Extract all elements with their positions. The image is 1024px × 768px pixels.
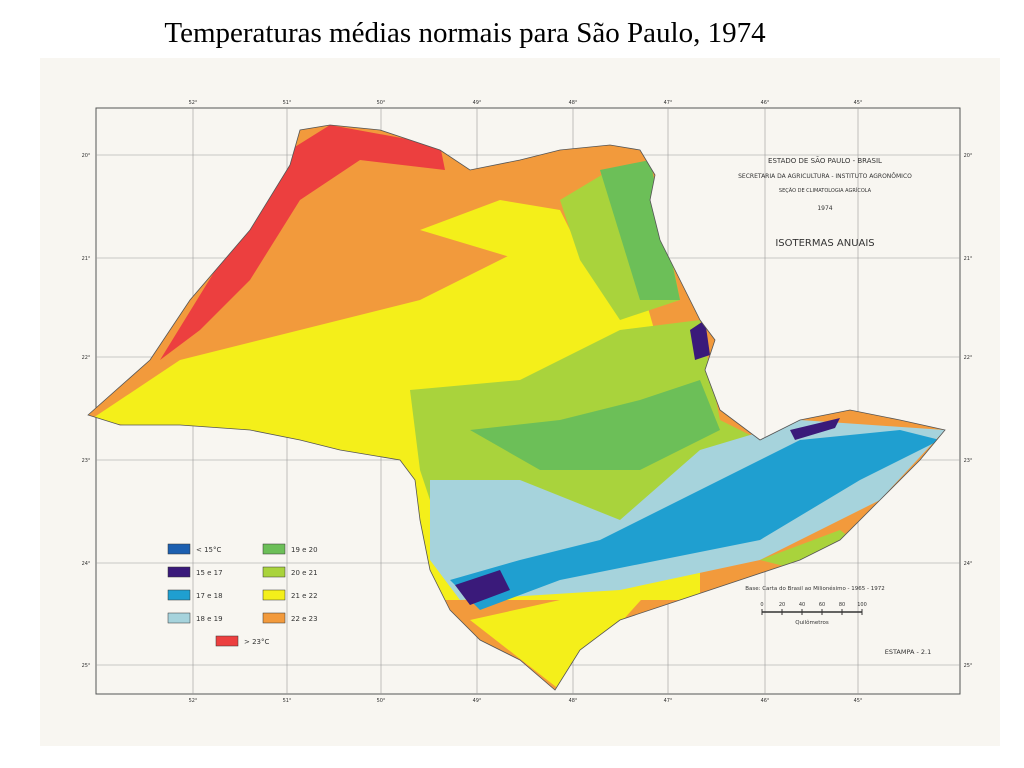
legend-label: 18 e 19 [196,615,223,623]
legend-label: < 15°C [196,546,221,554]
longitude-label: 50° [377,100,386,106]
map-header: ESTADO DE SÃO PAULO - BRASIL SECRETARIA … [738,156,912,249]
legend-swatch [262,612,286,624]
longitude-label: 46° [761,698,770,704]
longitude-label: 49° [473,100,482,106]
coordinate-labels: 52° 52° 51° 51° 50° 50° 49° 49° 48° 48° 47° 47° 46° 4… [82,100,973,704]
map-frame [95,107,961,695]
latitude-label: 24° [82,561,91,567]
latitude-label: 20° [82,153,91,159]
latitude-label: 23° [964,458,973,464]
latitude-label: 24° [964,561,973,567]
scale-tick-label: 20 [779,602,785,608]
longitude-label: 52° [189,100,198,106]
header-agency: SECRETARIA DA AGRICULTURA - INSTITUTO AG… [738,173,912,180]
legend-swatch [167,543,191,555]
latitude-label: 25° [964,663,973,669]
longitude-label: 50° [377,698,386,704]
plate-number: ESTAMPA - 2.1 [885,648,932,656]
legend-label: 20 e 21 [291,569,318,577]
latitude-label: 20° [964,153,973,159]
longitude-label: 49° [473,698,482,704]
longitude-label: 48° [569,698,578,704]
longitude-label: 45° [854,100,863,106]
legend-label: 15 e 17 [196,569,223,577]
header-year: 1974 [817,205,832,212]
slide-title: Temperaturas médias normais para São Pau… [164,17,766,49]
header-state: ESTADO DE SÃO PAULO - BRASIL [768,156,882,165]
scale-tick-label: 60 [819,602,825,608]
scale-tick-label: 100 [857,602,867,608]
legend-swatch [167,612,191,624]
header-section: SEÇÃO DE CLIMATOLOGIA AGRÍCOLA [779,187,872,194]
legend-swatch [262,566,286,578]
legend-swatch [167,589,191,601]
legend-swatch [167,566,191,578]
latitude-label: 25° [82,663,91,669]
longitude-label: 48° [569,100,578,106]
legend-label: > 23°C [244,638,269,646]
header-subject: ISOTERMAS ANUAIS [775,238,874,249]
scale-unit: Quilômetros [795,619,829,626]
longitude-label: 46° [761,100,770,106]
legend-label: 17 e 18 [196,592,223,600]
legend-swatch [215,635,239,647]
longitude-label: 47° [664,698,673,704]
latitude-label: 23° [82,458,91,464]
longitude-label: 47° [664,100,673,106]
latitude-label: 21° [964,256,973,262]
legend-swatch [262,589,286,601]
legend: < 15°C 15 e 17 17 e 18 18 e 19 19 e 20 20 e 2… [167,543,318,647]
state-outline [87,124,946,691]
legend-label: 19 e 20 [291,546,318,554]
longitude-label: 45° [854,698,863,704]
legend-swatch [262,543,286,555]
scale-tick-label: 40 [799,602,805,608]
legend-label: 21 e 22 [291,592,318,600]
latitude-label: 22° [82,355,91,361]
longitude-label: 51° [283,100,292,106]
latitude-label: 22° [964,355,973,361]
legend-label: 22 e 23 [291,615,318,623]
longitude-label: 51° [283,698,292,704]
scale-tick-label: 80 [839,602,845,608]
scale-tick-label: 0 [760,602,763,608]
longitude-label: 52° [189,698,198,704]
latitude-label: 21° [82,256,91,262]
base-note: Base: Carta do Brasil ao Milionésimo - 1… [745,585,885,592]
